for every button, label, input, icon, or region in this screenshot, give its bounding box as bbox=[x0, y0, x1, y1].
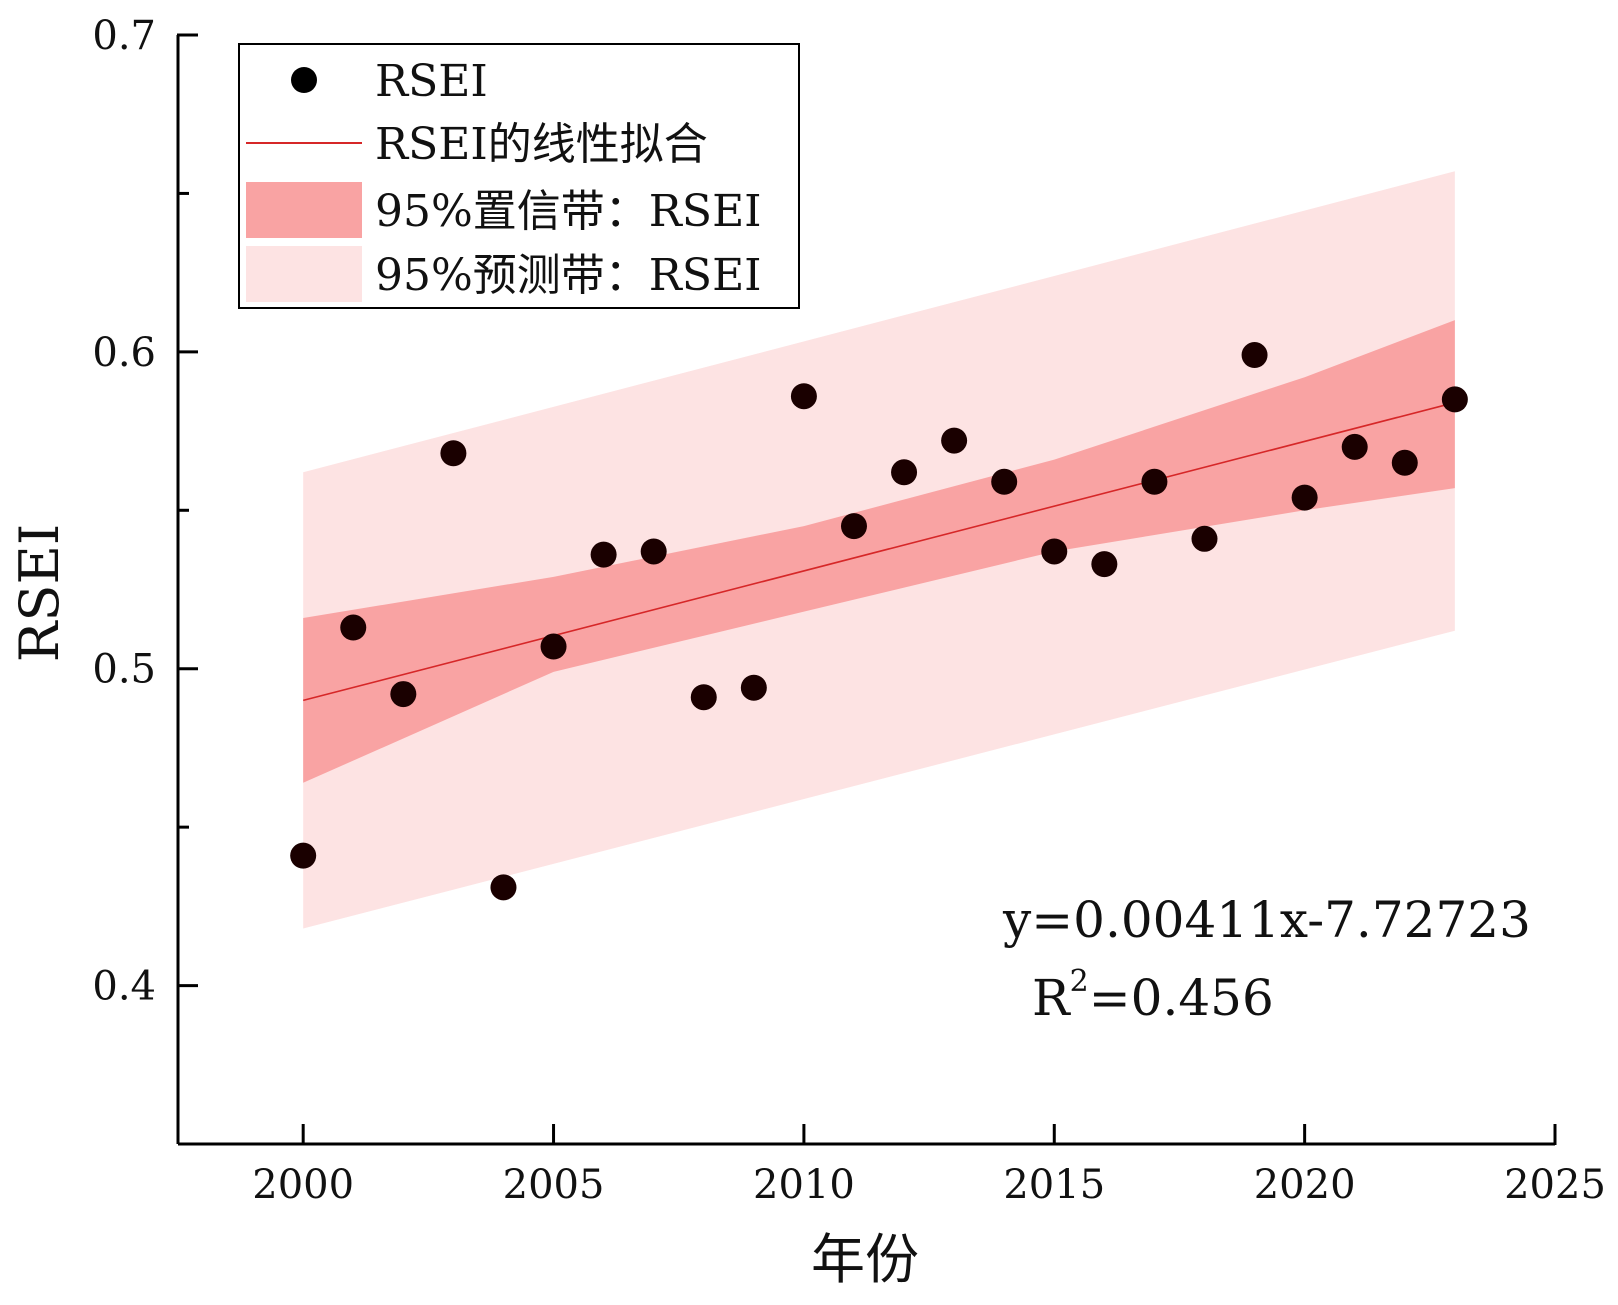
data-point bbox=[1391, 449, 1418, 476]
y-tick-label: 0.4 bbox=[92, 964, 156, 1010]
data-point bbox=[1091, 551, 1118, 578]
y-tick-label: 0.6 bbox=[92, 330, 156, 376]
data-point bbox=[1291, 484, 1318, 511]
y-tick-label: 0.7 bbox=[92, 13, 156, 59]
r-squared-annotation: R2=0.456 bbox=[1032, 964, 1274, 1027]
data-point bbox=[440, 440, 467, 467]
x-tick-label: 2015 bbox=[1003, 1162, 1105, 1208]
legend-point-marker bbox=[291, 67, 317, 93]
y-axis-title: RSEI bbox=[8, 524, 71, 662]
r-squared-superscript: 2 bbox=[1070, 964, 1089, 999]
fit-line-layer bbox=[302, 401, 1456, 702]
data-point bbox=[390, 681, 417, 708]
axes-layer: 0.4 0.5 0.6 0.7 2000 2005 2010 2015 2020 2025 bbox=[92, 13, 1606, 1208]
legend-confidence-swatch bbox=[246, 182, 362, 238]
data-point bbox=[790, 383, 817, 410]
data-point bbox=[540, 633, 567, 660]
x-tick-label: 2000 bbox=[252, 1162, 354, 1208]
legend-prediction-swatch bbox=[246, 246, 362, 302]
legend: RSEI RSEI的线性拟合 95%置信带：RSEI 95%预测带：RSEI bbox=[238, 43, 800, 309]
data-point bbox=[340, 614, 367, 641]
x-tick-label: 2010 bbox=[753, 1162, 855, 1208]
data-point bbox=[1241, 342, 1268, 369]
fit-line bbox=[302, 401, 1456, 702]
data-point bbox=[1141, 468, 1168, 495]
data-point bbox=[740, 674, 767, 701]
legend-label-confidence: 95%置信带：RSEI bbox=[375, 186, 762, 237]
data-point bbox=[1191, 525, 1218, 552]
y-tick-label: 0.5 bbox=[92, 647, 156, 693]
data-point bbox=[840, 513, 867, 540]
data-point bbox=[290, 842, 317, 869]
data-point bbox=[690, 684, 717, 711]
data-point bbox=[1041, 538, 1068, 565]
regression-equation: y=0.00411x-7.72723 bbox=[1002, 891, 1531, 949]
data-point bbox=[640, 538, 667, 565]
x-tick-label: 2025 bbox=[1504, 1162, 1606, 1208]
legend-label-fit: RSEI的线性拟合 bbox=[375, 119, 708, 170]
data-point bbox=[590, 541, 617, 568]
data-point bbox=[490, 874, 517, 901]
data-point bbox=[1441, 386, 1468, 413]
data-point bbox=[1341, 433, 1368, 460]
x-tick-label: 2020 bbox=[1254, 1162, 1356, 1208]
data-points-layer bbox=[290, 342, 1468, 901]
x-tick-label: 2005 bbox=[503, 1162, 605, 1208]
data-point bbox=[941, 427, 968, 454]
legend-label-prediction: 95%预测带：RSEI bbox=[375, 250, 762, 301]
x-axis-title: 年份 bbox=[811, 1228, 919, 1291]
data-point bbox=[991, 468, 1018, 495]
r-squared-prefix: R bbox=[1032, 969, 1071, 1027]
data-point bbox=[891, 459, 918, 486]
legend-label-points: RSEI bbox=[375, 56, 488, 107]
r-squared-value: =0.456 bbox=[1089, 969, 1274, 1027]
